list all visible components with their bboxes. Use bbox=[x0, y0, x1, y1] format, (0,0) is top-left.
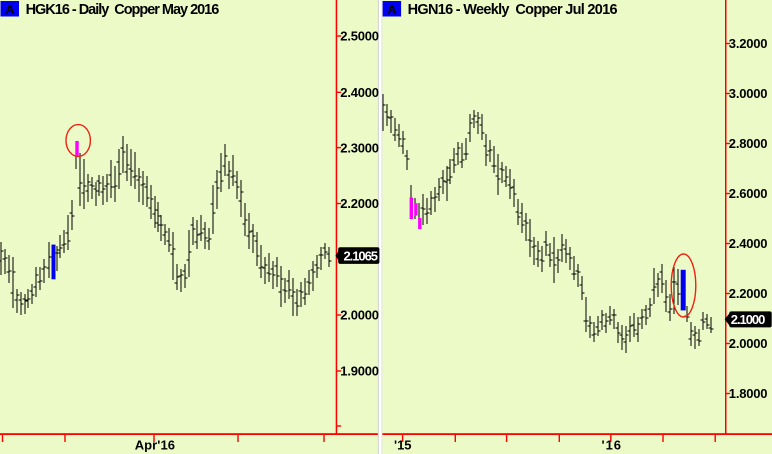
svg-text:2.5000: 2.5000 bbox=[340, 29, 379, 44]
svg-text:3.0000: 3.0000 bbox=[729, 86, 768, 101]
svg-text:2.8000: 2.8000 bbox=[729, 136, 768, 151]
svg-text:2.3000: 2.3000 bbox=[340, 140, 379, 155]
svg-text:2.1000: 2.1000 bbox=[731, 312, 766, 327]
svg-text:2.0000: 2.0000 bbox=[340, 308, 379, 323]
svg-text:2.1065: 2.1065 bbox=[344, 248, 379, 263]
svg-text:Apr'16: Apr'16 bbox=[135, 437, 175, 452]
svg-text:HGN16 - Weekly Copper Jul 201: HGN16 - Weekly Copper Jul 2016 bbox=[408, 2, 618, 18]
svg-text:'15: '15 bbox=[394, 437, 412, 452]
svg-text:A: A bbox=[5, 2, 15, 17]
svg-text:2.2000: 2.2000 bbox=[340, 196, 379, 211]
svg-text:2.0000: 2.0000 bbox=[729, 336, 768, 351]
svg-text:1.8000: 1.8000 bbox=[729, 386, 768, 401]
svg-text:2.2000: 2.2000 bbox=[729, 286, 768, 301]
svg-text:'16: '16 bbox=[602, 437, 622, 452]
svg-text:2.4000: 2.4000 bbox=[340, 85, 379, 100]
svg-text:2.4000: 2.4000 bbox=[729, 236, 768, 251]
svg-text:2.6000: 2.6000 bbox=[729, 186, 768, 201]
svg-text:A: A bbox=[387, 2, 397, 17]
svg-text:HGK16 - Daily Copper May 2016: HGK16 - Daily Copper May 2016 bbox=[26, 2, 220, 18]
svg-text:3.2000: 3.2000 bbox=[729, 36, 768, 51]
svg-text:1.9000: 1.9000 bbox=[340, 364, 379, 379]
